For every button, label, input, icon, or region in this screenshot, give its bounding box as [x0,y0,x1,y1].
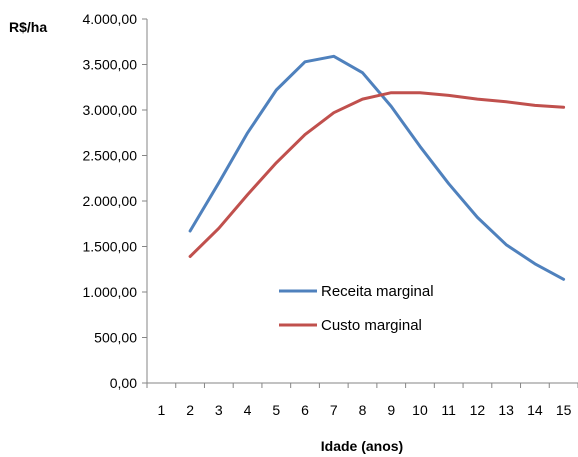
x-tick-label: 3 [215,402,223,418]
y-tick-label: 500,00 [94,330,137,346]
x-tick-label: 13 [498,402,514,418]
legend: Receita marginal Custo marginal [279,283,434,334]
x-tick-label: 15 [556,402,572,418]
x-tick-label: 11 [441,402,456,418]
y-tick-label: 1.500,00 [83,239,138,255]
x-tick-label: 14 [527,402,543,418]
series-line-custo-marginal [188,91,566,258]
y-axis-title: R$/ha [9,19,47,35]
series-line-receita-marginal [188,54,566,281]
x-tick-label: 6 [301,402,309,418]
y-tick-label: 4.000,00 [83,11,138,27]
legend-label: Custo marginal [321,317,422,334]
x-tick-label: 4 [244,402,252,418]
y-tick-label: 2.500,00 [83,148,138,164]
x-tick-label: 8 [359,402,367,418]
y-tick-label: 1.000,00 [83,284,138,300]
y-tick-label: 3.000,00 [83,102,138,118]
y-tick-label: 0,00 [110,375,137,391]
legend-label: Receita marginal [321,283,434,300]
axes [142,18,578,388]
x-tick-label: 2 [186,402,194,418]
y-tick-label: 3.500,00 [83,57,138,73]
series-lines [188,54,566,281]
x-axis-title: Idade (anos) [321,438,403,454]
x-tick-label: 9 [387,402,395,418]
x-tick-label: 10 [412,402,428,418]
y-tick-label: 2.000,00 [83,193,138,209]
x-tick-label: 12 [470,402,486,418]
x-tick-label: 7 [330,402,338,418]
tick-labels: 0,00 500,00 1.000,00 1.500,00 2.000,00 2.500,… [83,11,572,418]
x-tick-label: 5 [272,402,280,418]
x-tick-label: 1 [157,402,165,418]
